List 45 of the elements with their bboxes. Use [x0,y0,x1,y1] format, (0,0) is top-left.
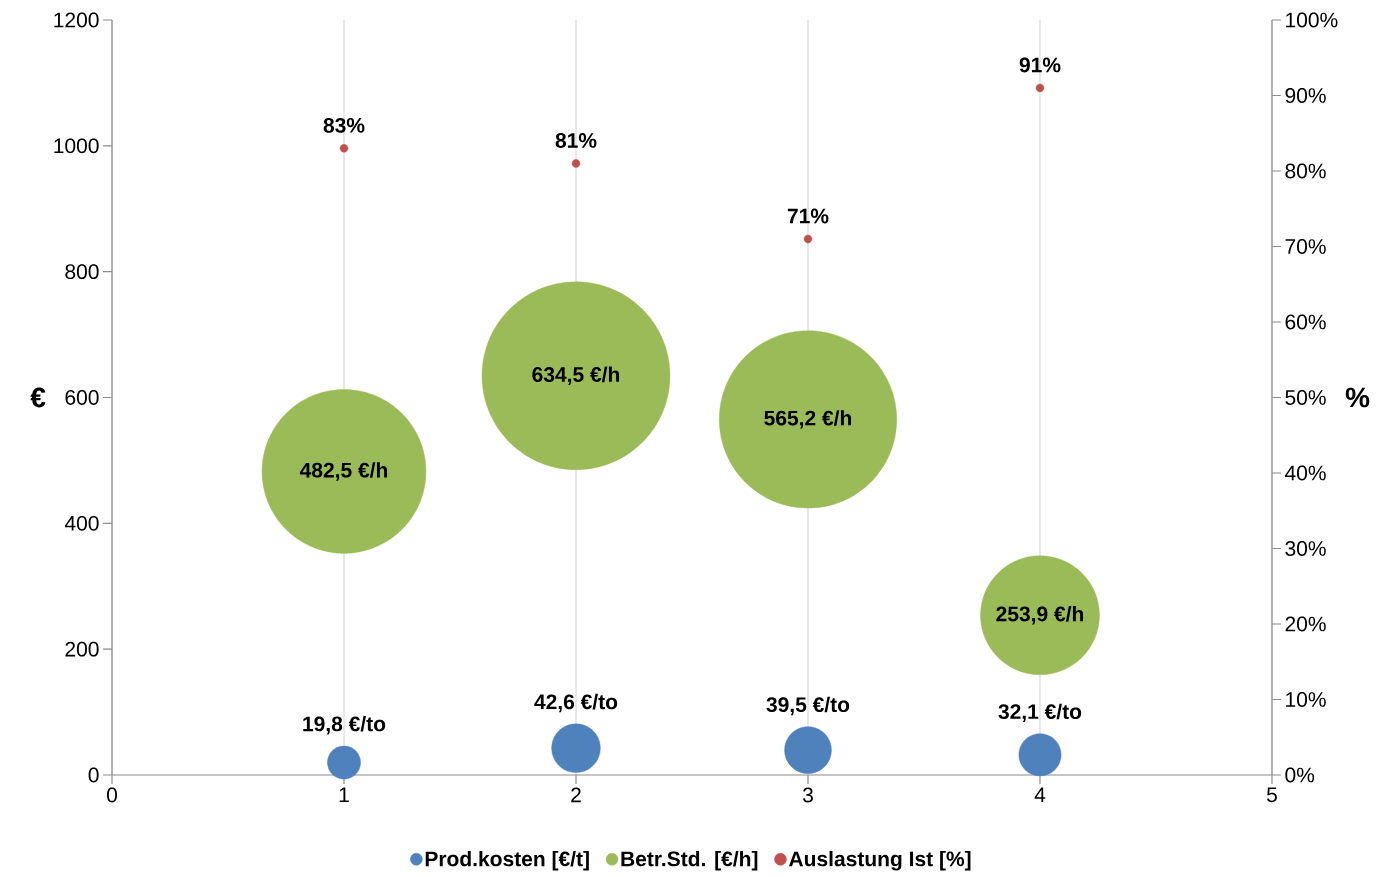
y2-tick-label: 10% [1286,692,1326,707]
y2-tick-label: 90% [1285,88,1326,103]
point [339,144,349,153]
y-tick-label: 600 [65,390,99,405]
x-tick-label: 5 [1266,787,1277,803]
legend-label: Betr.Std. [€/h] [621,850,758,871]
data-label: 39,5 €/to [766,696,850,716]
data-label: 32,1 €/to [998,703,1082,723]
y-tick-label: 200 [65,641,99,657]
x-tick-label: 3 [802,787,813,803]
point [1035,83,1045,93]
data-label: 91% [1019,57,1061,73]
y-tick-label: 0 [88,767,99,783]
data-label: 565,2 €/h [764,410,852,429]
y2-tick-label: 30% [1285,541,1326,556]
y2-tick-label: 20% [1285,616,1326,632]
data-label: 81% [555,133,597,148]
y-tick-label: 400 [64,515,99,531]
point [571,159,581,168]
x-tick-label: 4 [1034,787,1046,802]
data-label: 482,5 €/h [299,462,388,481]
y2-tick-label: 100% [1286,12,1338,28]
y2-tick-label: 70% [1285,239,1326,254]
y2-tick-label: 50% [1285,390,1326,405]
x-tick-label: 0 [106,787,118,803]
y2-tick-label: 80% [1285,163,1326,179]
data-label: 71% [787,208,829,224]
y2-axis-title: % [1345,387,1370,408]
y-tick-label: 1000 [54,138,99,154]
data-label: 253,9 €/h [996,606,1084,625]
y-axis-title: € [30,387,46,408]
y-tick-label: 800 [65,264,99,280]
legend-label: Auslastung Ist [%] [788,850,971,871]
x-tick-label: 1 [339,787,349,802]
legend-label: Prod.kosten [€/t] [425,850,589,871]
y-tick-label: 1200 [54,12,99,28]
y2-tick-label: 40% [1285,465,1326,481]
data-label: 634,5 €/h [532,366,620,386]
point [803,234,813,244]
x-tick-label: 2 [571,787,581,803]
y2-tick-label: 0% [1285,767,1315,783]
data-label: 83% [323,117,365,133]
data-label: 19,8 €/to [303,715,386,735]
y2-tick-label: 60% [1285,314,1326,330]
data-label: 42,6 €/to [534,693,618,713]
